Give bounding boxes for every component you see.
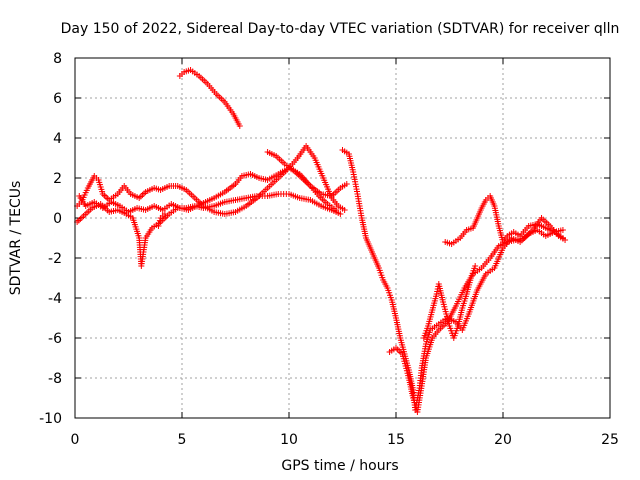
- x-tick-label: 20: [494, 432, 512, 448]
- x-tick-label: 15: [387, 432, 405, 448]
- y-tick-label: -6: [48, 331, 62, 347]
- data-point-trace-j: [559, 227, 566, 233]
- y-axis-label: SDTVAR / TECUs: [8, 181, 24, 296]
- y-tick-label: 6: [53, 91, 62, 107]
- data-point-trace-d: [333, 207, 340, 213]
- data-point-trace-b: [337, 211, 344, 217]
- chart-title: Day 150 of 2022, Sidereal Day-to-day VTE…: [61, 21, 620, 37]
- data-point-trace-e: [156, 217, 163, 224]
- data-point-trace-e: [155, 223, 162, 229]
- data-point-trace-e: [156, 220, 163, 227]
- x-axis-label: GPS time / hours: [281, 458, 398, 474]
- axis-ticks: 0 5 10 15 20 25 -10 -8 -6 -4 -2 0 2 4 6 8: [39, 51, 619, 448]
- y-tick-label: 2: [53, 171, 62, 187]
- data-points: [74, 67, 569, 415]
- x-tick-label: 25: [601, 432, 619, 448]
- y-tick-label: 4: [53, 131, 62, 147]
- data-point-trace-i: [472, 263, 479, 269]
- y-tick-label: -10: [39, 411, 62, 427]
- x-tick-label: 5: [178, 432, 187, 448]
- data-point-trace-a: [341, 207, 348, 213]
- y-tick-label: 0: [53, 211, 62, 227]
- data-point-trace-c: [343, 181, 350, 187]
- data-point-trace-h: [562, 237, 569, 243]
- plot-frame: [74, 57, 611, 419]
- grid-lines: [75, 58, 610, 418]
- x-tick-label: 10: [280, 432, 298, 448]
- y-tick-label: -2: [48, 251, 62, 267]
- y-tick-label: -4: [48, 291, 62, 307]
- y-tick-label: -8: [48, 371, 62, 387]
- data-point-trace-f: [236, 123, 243, 129]
- y-tick-label: 8: [53, 51, 62, 67]
- x-tick-label: 0: [71, 432, 80, 448]
- data-point-trace-e: [161, 211, 168, 217]
